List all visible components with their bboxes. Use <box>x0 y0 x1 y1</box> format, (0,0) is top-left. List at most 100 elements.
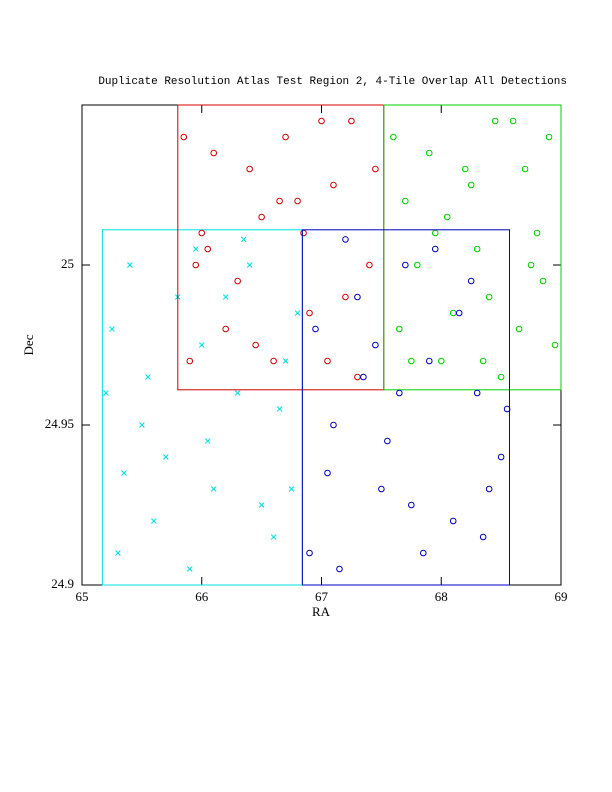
point <box>431 245 439 253</box>
point <box>455 309 463 317</box>
point <box>282 133 289 141</box>
point <box>282 358 289 364</box>
point <box>288 486 295 492</box>
point <box>366 261 373 269</box>
point <box>127 262 133 268</box>
x-tick-label: 66 <box>195 589 209 604</box>
point <box>491 117 499 125</box>
point <box>324 469 331 477</box>
point <box>330 181 337 189</box>
point <box>252 341 259 349</box>
point <box>150 518 157 524</box>
x-axis-label: RA <box>312 604 331 619</box>
point <box>270 534 277 540</box>
point <box>312 325 319 333</box>
point <box>180 133 188 141</box>
point <box>408 501 415 509</box>
x-tick-label: 65 <box>76 589 89 604</box>
tile-box <box>383 104 562 391</box>
point <box>121 470 127 476</box>
point <box>145 374 151 380</box>
point <box>186 357 194 365</box>
point <box>509 117 517 125</box>
point <box>186 566 193 572</box>
point <box>162 454 169 460</box>
tile-box <box>301 229 511 586</box>
point <box>342 236 349 243</box>
point <box>473 389 481 397</box>
x-tick-label: 69 <box>555 589 568 604</box>
point <box>354 293 361 301</box>
point <box>246 165 253 173</box>
point <box>192 261 200 269</box>
point <box>192 246 199 252</box>
point <box>270 357 277 365</box>
point <box>258 502 265 508</box>
point <box>198 229 206 237</box>
point <box>300 229 307 237</box>
y-tick-label: 24.95 <box>45 416 74 431</box>
point <box>336 565 343 573</box>
point <box>204 245 212 253</box>
point <box>402 197 409 205</box>
point <box>204 438 211 444</box>
point <box>234 390 241 396</box>
x-tick-label: 68 <box>435 589 448 604</box>
point <box>431 229 439 237</box>
point <box>378 485 385 493</box>
point <box>372 165 379 173</box>
point <box>533 229 541 237</box>
point <box>461 165 469 173</box>
point <box>234 277 241 285</box>
plot-frame <box>81 104 562 586</box>
point <box>414 261 421 269</box>
point <box>324 357 331 365</box>
point <box>294 197 301 205</box>
point <box>276 406 283 412</box>
point <box>384 437 391 445</box>
point <box>521 165 529 173</box>
tile-box <box>101 229 303 586</box>
x-tick-label: 67 <box>315 589 329 604</box>
point <box>449 517 457 525</box>
point <box>294 310 301 316</box>
point <box>396 389 403 397</box>
point <box>479 357 487 365</box>
point <box>330 421 337 429</box>
point <box>539 277 547 285</box>
point <box>360 373 367 381</box>
point <box>467 277 475 285</box>
point <box>306 549 313 557</box>
chart-title: Duplicate Resolution Atlas Test Region 2… <box>98 76 567 88</box>
point <box>222 325 229 333</box>
y-tick-label: 25 <box>61 256 74 271</box>
point <box>503 405 511 413</box>
point <box>246 262 253 268</box>
point <box>497 453 505 461</box>
point <box>473 245 481 253</box>
point <box>306 309 313 317</box>
point <box>527 261 535 269</box>
point <box>109 326 115 332</box>
point <box>342 293 349 301</box>
point <box>515 325 523 333</box>
point <box>354 373 361 381</box>
point <box>551 341 559 349</box>
point <box>198 342 205 348</box>
point <box>437 357 445 365</box>
point <box>545 133 553 141</box>
point <box>222 294 229 300</box>
point <box>402 261 409 269</box>
tile-box <box>177 104 385 391</box>
point <box>103 390 109 396</box>
point <box>348 117 355 125</box>
point <box>425 149 433 157</box>
point <box>240 236 247 243</box>
y-tick-label: 24.9 <box>51 576 74 591</box>
point <box>258 213 265 221</box>
point <box>443 213 451 221</box>
point <box>115 550 121 556</box>
point <box>449 309 457 317</box>
